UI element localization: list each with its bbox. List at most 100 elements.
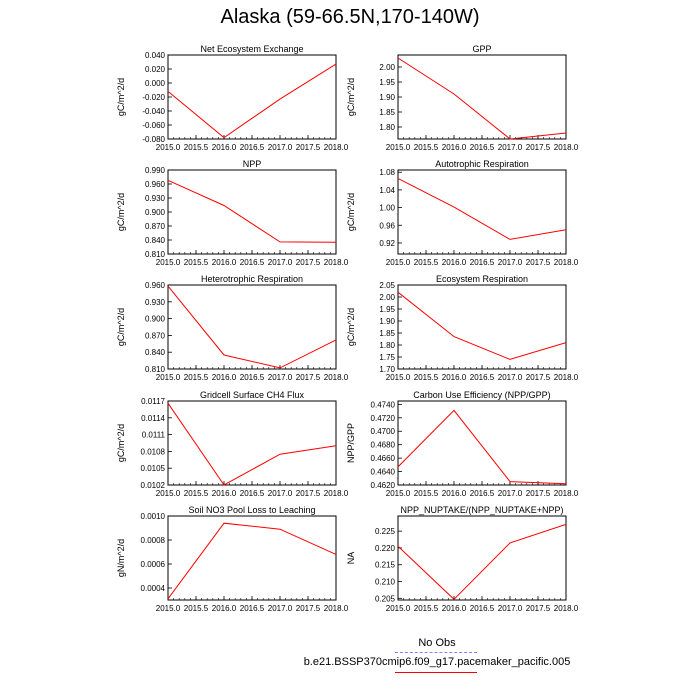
x-tick-label: 2017.5 [526, 604, 551, 613]
y-tick-label: 0.215 [375, 561, 396, 570]
x-tick-label: 2015.0 [386, 143, 411, 152]
plot-frame [397, 515, 567, 601]
x-tick-label: 2016.0 [212, 143, 237, 152]
panel-title: Net Ecosystem Exchange [200, 44, 303, 54]
x-tick-label: 2017.0 [498, 143, 523, 152]
series-line [167, 402, 337, 486]
y-tick-label: 1.95 [379, 78, 395, 87]
y-tick-label: 0.990 [145, 166, 166, 175]
panel-5: Heterotrophic Respiration 2015.0 2015.5 201… [116, 274, 349, 382]
x-tick-label: 2015.0 [156, 373, 181, 382]
x-tick-label: 2015.5 [184, 258, 209, 267]
x-tick-label: 2017.5 [296, 604, 321, 613]
y-tick-label: 0.205 [375, 594, 396, 603]
series-line [397, 291, 567, 360]
series-line [397, 409, 567, 485]
x-tick-label: 2018.0 [554, 489, 579, 498]
x-tick-label: 2016.0 [212, 258, 237, 267]
x-tick-label: 2016.5 [470, 604, 495, 613]
y-axis-label: NPP/GPP [346, 423, 356, 463]
x-tick-label: 2017.0 [498, 373, 523, 382]
plot-frame [167, 400, 337, 486]
x-tick-label: 2016.5 [240, 373, 265, 382]
y-tick-label: 0.0004 [141, 584, 166, 593]
series-line [167, 63, 337, 139]
y-tick-label: 1.90 [379, 93, 395, 102]
x-tick-label: 2017.0 [268, 258, 293, 267]
y-tick-label: 2.05 [379, 281, 395, 290]
series-line [397, 523, 567, 600]
y-tick-label: 0.900 [145, 208, 166, 217]
y-tick-label: 0.810 [145, 365, 166, 374]
panel-10: NPP_NUPTAKE/(NPP_NUPTAKE+NPP) 2015.0 2015.… [346, 505, 579, 613]
x-tick-label: 2015.5 [414, 373, 439, 382]
y-tick-label: 0.4740 [371, 400, 396, 409]
x-tick-label: 2015.0 [156, 258, 181, 267]
x-tick-label: 2018.0 [324, 373, 349, 382]
y-tick-label: 0.225 [375, 527, 396, 536]
y-tick-label: 0.960 [145, 180, 166, 189]
y-tick-label: 0.840 [145, 236, 166, 245]
plot-frame [397, 169, 567, 255]
x-tick-label: 2016.5 [470, 373, 495, 382]
panel-title: Soil NO3 Pool Loss to Leaching [188, 505, 315, 515]
series-line [397, 177, 567, 240]
y-tick-label: 0.92 [379, 239, 395, 248]
x-tick-label: 2016.0 [442, 258, 467, 267]
y-tick-label: 0.870 [145, 331, 166, 340]
y-tick-label: 0.220 [375, 544, 396, 553]
y-tick-label: 0.960 [145, 281, 166, 290]
x-tick-label: 2015.5 [184, 373, 209, 382]
plot-frame [167, 54, 337, 140]
page-title: Alaska (59-66.5N,170-140W) [220, 6, 480, 28]
x-tick-label: 2017.5 [296, 489, 321, 498]
panel-title: GPP [472, 44, 491, 54]
y-tick-label: 0.0105 [141, 464, 166, 473]
series-line [397, 57, 567, 140]
x-tick-label: 2015.5 [414, 258, 439, 267]
y-tick-label: 1.70 [379, 365, 395, 374]
x-tick-label: 2016.5 [470, 258, 495, 267]
y-axis-label: gN/m^2/d [116, 539, 126, 577]
y-tick-label: -0.080 [142, 135, 165, 144]
x-tick-label: 2016.5 [240, 143, 265, 152]
x-tick-label: 2015.0 [156, 604, 181, 613]
series-line [167, 179, 337, 243]
x-tick-label: 2016.0 [442, 373, 467, 382]
y-tick-label: 1.85 [379, 329, 395, 338]
y-tick-label: 0.4660 [371, 454, 396, 463]
y-axis-label: gC/m^2/d [346, 193, 356, 231]
x-tick-label: 2016.0 [212, 604, 237, 613]
y-tick-label: -0.040 [142, 107, 165, 116]
panel-3: NPP 2015.0 2015.5 2016.0 2016.5 2017.0 2017.5 2… [116, 159, 349, 267]
plot-frame [397, 284, 567, 370]
panel-title: Heterotrophic Respiration [201, 274, 303, 284]
y-tick-label: 0.040 [145, 51, 166, 60]
y-tick-label: 0.0114 [141, 414, 165, 423]
x-tick-label: 2015.0 [156, 143, 181, 152]
y-tick-label: 1.90 [379, 317, 395, 326]
x-tick-label: 2018.0 [554, 373, 579, 382]
series-line [167, 285, 337, 369]
x-tick-label: 2018.0 [324, 258, 349, 267]
y-tick-label: 0.4640 [371, 468, 396, 477]
y-tick-label: 1.04 [379, 186, 395, 195]
y-tick-label: 0.4720 [371, 414, 396, 423]
y-tick-label: 0.0010 [141, 512, 166, 521]
y-tick-label: 1.85 [379, 108, 395, 117]
panel-title: Gridcell Surface CH4 Flux [200, 390, 305, 400]
x-tick-label: 2016.5 [240, 258, 265, 267]
x-tick-label: 2017.5 [296, 373, 321, 382]
y-axis-label: gC/m^2/d [116, 308, 126, 346]
x-tick-label: 2015.5 [414, 604, 439, 613]
plot-frame [167, 169, 337, 255]
panel-title: Carbon Use Efficiency (NPP/GPP) [413, 390, 550, 400]
y-tick-label: 0.4700 [371, 427, 396, 436]
y-tick-label: 0.840 [145, 348, 166, 357]
y-axis-label: gC/m^2/d [116, 193, 126, 231]
